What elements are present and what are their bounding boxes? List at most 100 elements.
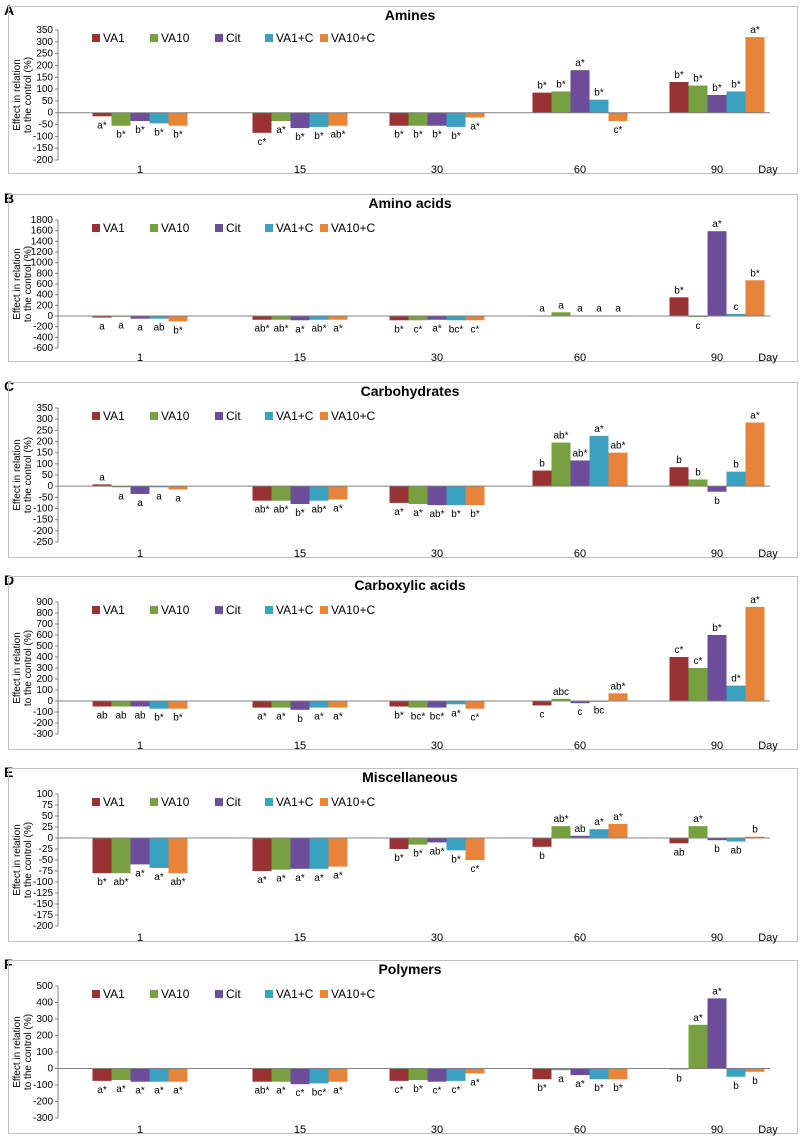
- bar-va1-plus-c: [149, 701, 169, 709]
- significance-label: b*: [116, 130, 126, 141]
- panel-letter-c: C: [4, 378, 15, 394]
- significance-label: a*: [750, 25, 760, 36]
- x-tick-label: 15: [294, 352, 306, 364]
- significance-label: ab: [673, 847, 685, 858]
- bar-cit: [707, 231, 727, 316]
- bar-va1-plus-c: [149, 1068, 169, 1082]
- bar-va10-plus-c: [328, 486, 348, 500]
- significance-label: a: [175, 494, 181, 505]
- y-tick-label: 200: [36, 1031, 53, 1042]
- bar-va1: [252, 838, 272, 871]
- bar-cit: [427, 486, 447, 506]
- y-axis-title-line2: to the control (%): [23, 57, 34, 133]
- bar-cit: [427, 838, 447, 843]
- legend-swatch: [320, 224, 328, 232]
- legend-label: Cit: [226, 409, 241, 423]
- x-axis-title: Day: [758, 164, 778, 176]
- significance-label: b*: [613, 1083, 623, 1094]
- significance-label: c*: [471, 713, 480, 724]
- y-tick-label: 400: [36, 290, 53, 301]
- significance-label: b*: [413, 130, 423, 141]
- legend-swatch: [265, 412, 273, 420]
- significance-label: bc*: [411, 712, 426, 723]
- bar-va1: [669, 297, 689, 316]
- significance-label: a*: [712, 219, 722, 230]
- legend-label: VA1+C: [276, 603, 314, 617]
- significance-label: b*: [712, 83, 722, 94]
- bar-va10-plus-c: [745, 422, 765, 487]
- bar-va10: [408, 486, 428, 505]
- bar-va10-plus-c: [328, 1068, 348, 1082]
- x-tick-label: 90: [711, 740, 723, 752]
- legend-label: VA1+C: [276, 221, 314, 235]
- x-tick-label: 1: [137, 548, 143, 560]
- legend-label: VA1: [103, 795, 125, 809]
- bar-va10-plus-c: [168, 112, 188, 126]
- y-tick-label: 200: [36, 437, 53, 448]
- legend-swatch: [150, 412, 158, 420]
- significance-label: b*: [451, 509, 461, 520]
- bar-va10: [688, 1024, 708, 1069]
- significance-label: a*: [470, 121, 480, 132]
- bar-va1-plus-c: [446, 316, 466, 321]
- bar-va1: [669, 657, 689, 701]
- bar-cit: [290, 701, 310, 710]
- y-tick-label: -600: [33, 343, 53, 354]
- significance-label: c*: [395, 1085, 404, 1096]
- bar-va1: [669, 82, 689, 113]
- bar-va1: [389, 838, 409, 849]
- bar-va10: [551, 1068, 571, 1071]
- bar-va10-plus-c: [465, 838, 485, 860]
- y-tick-label: -50: [39, 492, 54, 503]
- bar-cit: [290, 838, 310, 869]
- bar-cit: [130, 701, 150, 707]
- chart-miscellaneous: Miscellaneous Effect in relation to the co…: [12, 769, 778, 944]
- panel-letter-b: B: [4, 190, 15, 206]
- significance-label: b: [714, 496, 720, 507]
- significance-label: ab*: [113, 877, 128, 888]
- y-tick-label: 25: [42, 822, 54, 833]
- significance-label: c*: [614, 125, 623, 136]
- bar-va1: [389, 701, 409, 707]
- x-tick-label: 90: [711, 352, 723, 364]
- bar-va10: [688, 479, 708, 487]
- significance-label: b*: [537, 1083, 547, 1094]
- legend-label: VA10+C: [331, 221, 375, 235]
- significance-label: c*: [675, 645, 684, 656]
- significance-label: ab*: [273, 505, 288, 516]
- significance-label: b*: [693, 74, 703, 85]
- legend-label: VA1: [103, 603, 125, 617]
- legend-label: VA10: [161, 603, 190, 617]
- significance-label: ab: [730, 846, 742, 857]
- bar-va1: [252, 316, 272, 320]
- significance-label: ab: [115, 711, 127, 722]
- significance-label: d*: [731, 674, 741, 685]
- significance-label: a*: [97, 120, 107, 131]
- significance-label: abc: [553, 687, 569, 698]
- bar-va10: [551, 312, 571, 316]
- significance-label: ab*: [553, 814, 568, 825]
- bar-va10: [111, 112, 131, 126]
- y-tick-label: 300: [36, 414, 53, 425]
- bar-va10-plus-c: [745, 606, 765, 701]
- legend-label: VA10: [161, 795, 190, 809]
- legend-label: Cit: [226, 987, 241, 1001]
- y-tick-label: 200: [36, 60, 53, 71]
- bar-va10-plus-c: [745, 37, 765, 113]
- legend-swatch: [92, 990, 100, 998]
- x-tick-label: 60: [574, 932, 586, 944]
- legend-swatch: [215, 990, 223, 998]
- legend-swatch: [215, 798, 223, 806]
- y-tick-label: -400: [33, 332, 53, 343]
- bar-cit: [130, 316, 150, 319]
- bar-va10: [271, 112, 291, 121]
- legend-label: Cit: [226, 795, 241, 809]
- x-tick-label: 30: [431, 548, 443, 560]
- bar-va1-plus-c: [309, 701, 329, 708]
- legend-swatch: [150, 606, 158, 614]
- chart-frame-carbohydrates: [8, 382, 798, 558]
- legend-label: VA1+C: [276, 409, 314, 423]
- panel-carbohydrates: C Carbohydrates Effect in relation to the …: [0, 376, 802, 564]
- y-tick-label: 100: [36, 685, 53, 696]
- y-tick-label: 300: [36, 37, 53, 48]
